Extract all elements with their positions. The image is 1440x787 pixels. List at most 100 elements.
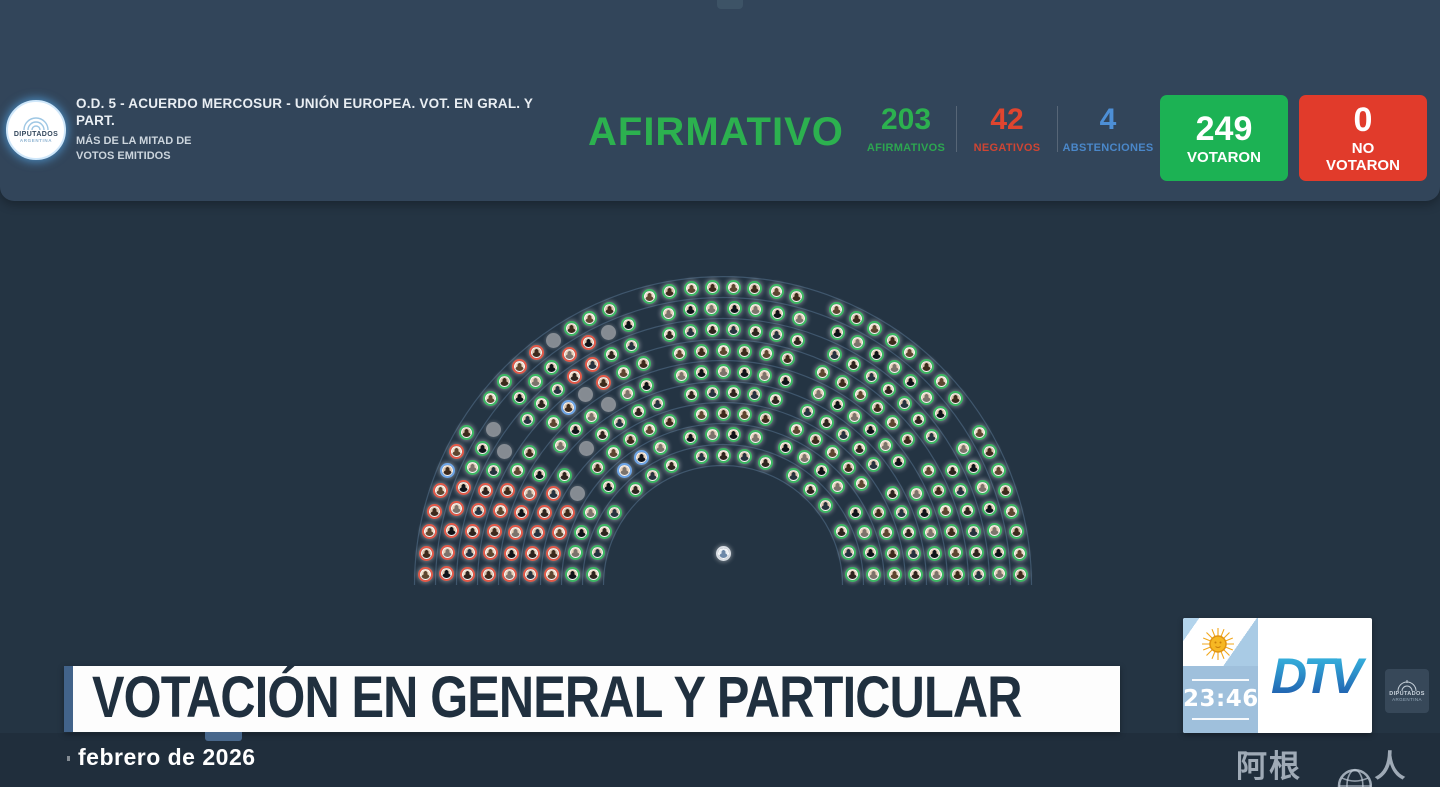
seat-afirmativo [1004, 503, 1020, 519]
seat-afirmativo [797, 450, 813, 466]
seat-ausente [579, 441, 595, 457]
seat-afirmativo [652, 440, 668, 456]
seat-afirmativo [737, 449, 753, 465]
globe-icon [1337, 768, 1372, 787]
seat-afirmativo [736, 406, 752, 422]
seat-afirmativo [990, 544, 1006, 560]
seat-afirmativo [885, 332, 901, 348]
seat-afirmativo [464, 460, 480, 476]
seat-negativo [422, 524, 438, 540]
order-block: O.D. 5 - ACUERDO MERCOSUR - UNIÓN EUROPE… [76, 95, 571, 164]
seat-negativo [459, 566, 475, 582]
seat-afirmativo [789, 332, 805, 348]
seat-afirmativo [803, 481, 819, 497]
seat-negativo [507, 525, 523, 541]
seat-afirmativo [901, 525, 917, 541]
seat-afirmativo [948, 545, 964, 561]
seat-negativo [470, 503, 486, 519]
seat-negativo [567, 368, 583, 384]
seat-afirmativo [567, 545, 583, 561]
seat-afirmativo [726, 279, 742, 295]
seat-negativo [503, 545, 519, 561]
seat-afirmativo [715, 405, 731, 421]
seat-negativo [440, 544, 456, 560]
seat-afirmativo [604, 346, 620, 362]
counter-abstenciones: 4 ABSTENCIONES [1060, 104, 1156, 155]
seat-afirmativo [664, 458, 680, 474]
seat-afirmativo [623, 432, 639, 448]
seat-afirmativo [938, 502, 954, 518]
seat-afirmativo [987, 522, 1003, 538]
sun-icon [1202, 628, 1234, 660]
seat-afirmativo [894, 504, 910, 520]
seat-afirmativo [908, 566, 924, 582]
seat-afirmativo [758, 454, 774, 470]
seat-afirmativo [556, 467, 572, 483]
seat-afirmativo [641, 422, 657, 438]
seat-afirmativo [497, 374, 513, 390]
seat-afirmativo [998, 483, 1014, 499]
seat-afirmativo [923, 525, 939, 541]
watermark-subtitle: ARGENTINA [1392, 697, 1422, 702]
seat-afirmativo [694, 364, 710, 380]
top-notch [717, 0, 743, 9]
divider [1057, 106, 1058, 152]
seat-afirmativo [916, 505, 932, 521]
seat-afirmativo [683, 429, 699, 445]
seat-afirmativo [534, 396, 550, 412]
seat-afirmativo [624, 338, 640, 354]
seat-afirmativo [971, 566, 987, 582]
seat-afirmativo [662, 327, 678, 343]
seat-afirmativo [899, 431, 915, 447]
seat-afirmativo [574, 524, 590, 540]
seat-afirmativo [704, 426, 720, 442]
seat-afirmativo [807, 432, 823, 448]
seat-afirmativo [605, 445, 621, 461]
seat-negativo [482, 545, 498, 561]
dtv-logo: DTV [1258, 618, 1372, 733]
seat-afirmativo [737, 343, 753, 359]
seat-negativo [417, 566, 433, 582]
seat-afirmativo [850, 335, 866, 351]
seat-afirmativo [886, 359, 902, 375]
seat-afirmativo [758, 346, 774, 362]
seat-ausente [601, 396, 617, 412]
negativos-label: NEGATIVOS [973, 142, 1041, 154]
seat-afirmativo [683, 387, 699, 403]
seat-afirmativo [544, 359, 560, 375]
seat-afirmativo [789, 422, 805, 438]
votaron-box: 249 VOTARON [1160, 95, 1288, 181]
seat-afirmativo [956, 440, 972, 456]
seat-afirmativo [953, 482, 969, 498]
seat-afirmativo [879, 524, 895, 540]
votaron-count: 249 [1195, 109, 1253, 148]
seat-afirmativo [786, 468, 802, 484]
seat-negativo [522, 566, 538, 582]
seat-abstención [616, 463, 632, 479]
seat-afirmativo [851, 441, 867, 457]
seat-abstención [561, 400, 577, 416]
seat-negativo [551, 524, 567, 540]
seat-afirmativo [927, 545, 943, 561]
lower-third-banner: VOTACIÓN EN GENERAL Y PARTICULAR [64, 666, 1120, 732]
seat-ausente [545, 332, 561, 348]
negativos-count: 42 [990, 103, 1024, 136]
dome-icon [1397, 680, 1417, 691]
seat-afirmativo [768, 284, 784, 300]
seat-afirmativo [672, 346, 688, 362]
seat-afirmativo [683, 323, 699, 339]
seat-negativo [486, 523, 502, 539]
chinese-watermark-left: 阿根廷 [1236, 749, 1302, 785]
no-votaron-count: 0 [1353, 101, 1373, 139]
seat-afirmativo [601, 302, 617, 318]
seat-afirmativo [944, 463, 960, 479]
seat-afirmativo [474, 440, 490, 456]
seat-afirmativo [871, 504, 887, 520]
seat-afirmativo [847, 408, 863, 424]
seat-afirmativo [777, 372, 793, 388]
seat-afirmativo [826, 346, 842, 362]
seat-negativo [438, 566, 454, 582]
seat-abstención [633, 450, 649, 466]
